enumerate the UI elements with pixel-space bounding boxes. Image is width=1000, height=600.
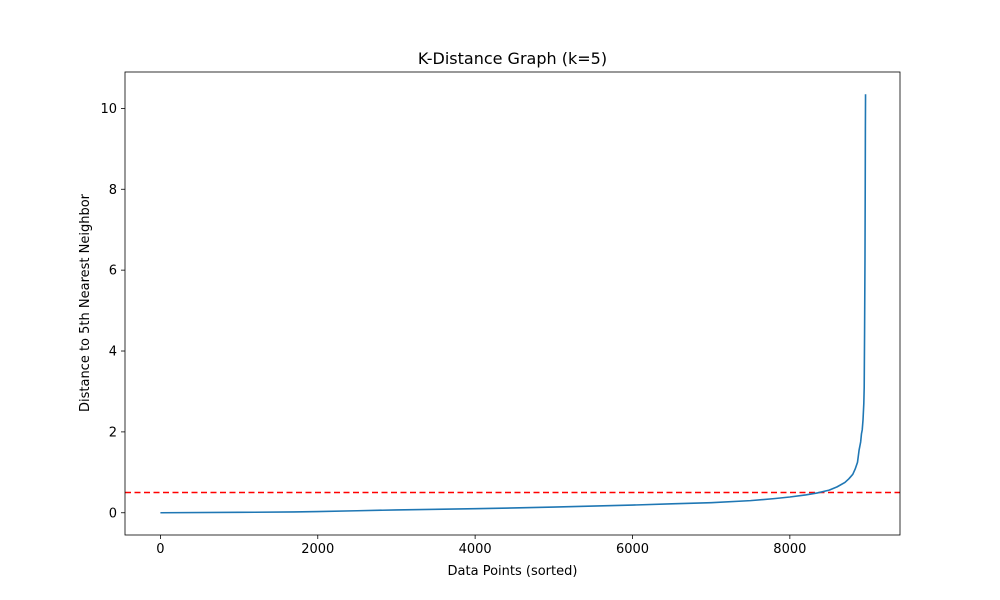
x-tick-label-4000: 4000 — [459, 542, 492, 557]
y-tick-label-2: 2 — [109, 425, 117, 440]
x-tick-label-0: 0 — [156, 542, 164, 557]
axes-frame — [124, 71, 901, 536]
y-tick-label-0: 0 — [109, 506, 117, 521]
plot-area: 0 2000 4000 6000 8000 0 2 4 6 8 10 — [100, 71, 901, 557]
x-axis-label: Data Points (sorted) — [448, 564, 578, 579]
y-tick-label-6: 6 — [109, 264, 117, 279]
y-tick-label-8: 8 — [109, 183, 117, 198]
x-tick-label-6000: 6000 — [616, 542, 649, 557]
y-axis-label: Distance to 5th Nearest Neighbor — [78, 193, 93, 412]
y-tick-label-4: 4 — [109, 345, 117, 360]
chart-title: K-Distance Graph (k=5) — [418, 49, 607, 68]
x-tick-label-2000: 2000 — [301, 542, 334, 557]
series-line-0 — [160, 94, 867, 514]
x-tick-label-8000: 8000 — [773, 542, 806, 557]
y-tick-label-10: 10 — [100, 102, 117, 117]
